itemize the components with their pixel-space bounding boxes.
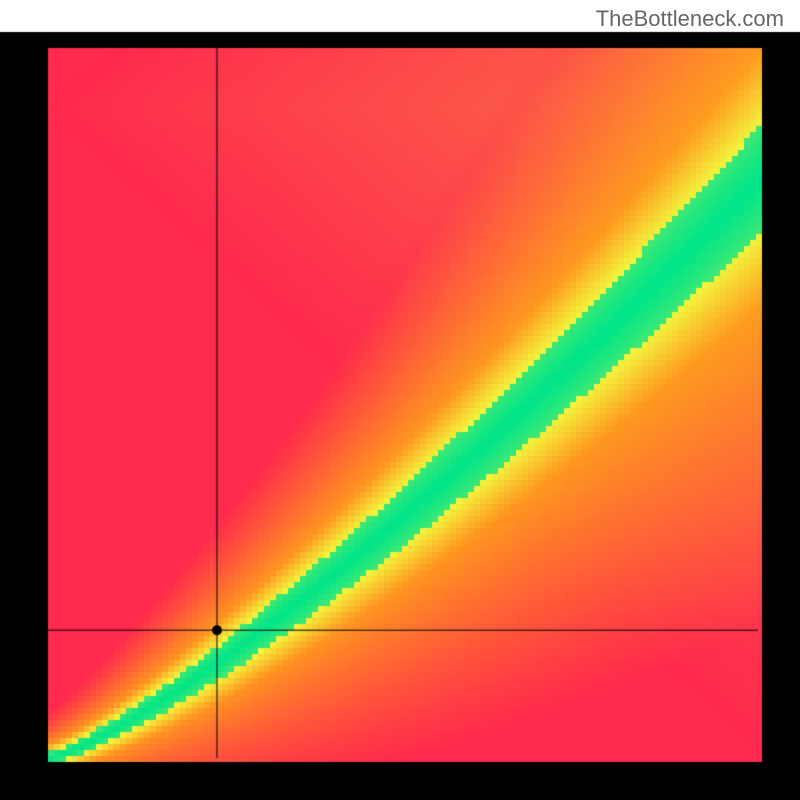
- heatmap-canvas: [0, 0, 800, 800]
- chart-container: TheBottleneck.com: [0, 0, 800, 800]
- watermark-text: TheBottleneck.com: [596, 6, 784, 32]
